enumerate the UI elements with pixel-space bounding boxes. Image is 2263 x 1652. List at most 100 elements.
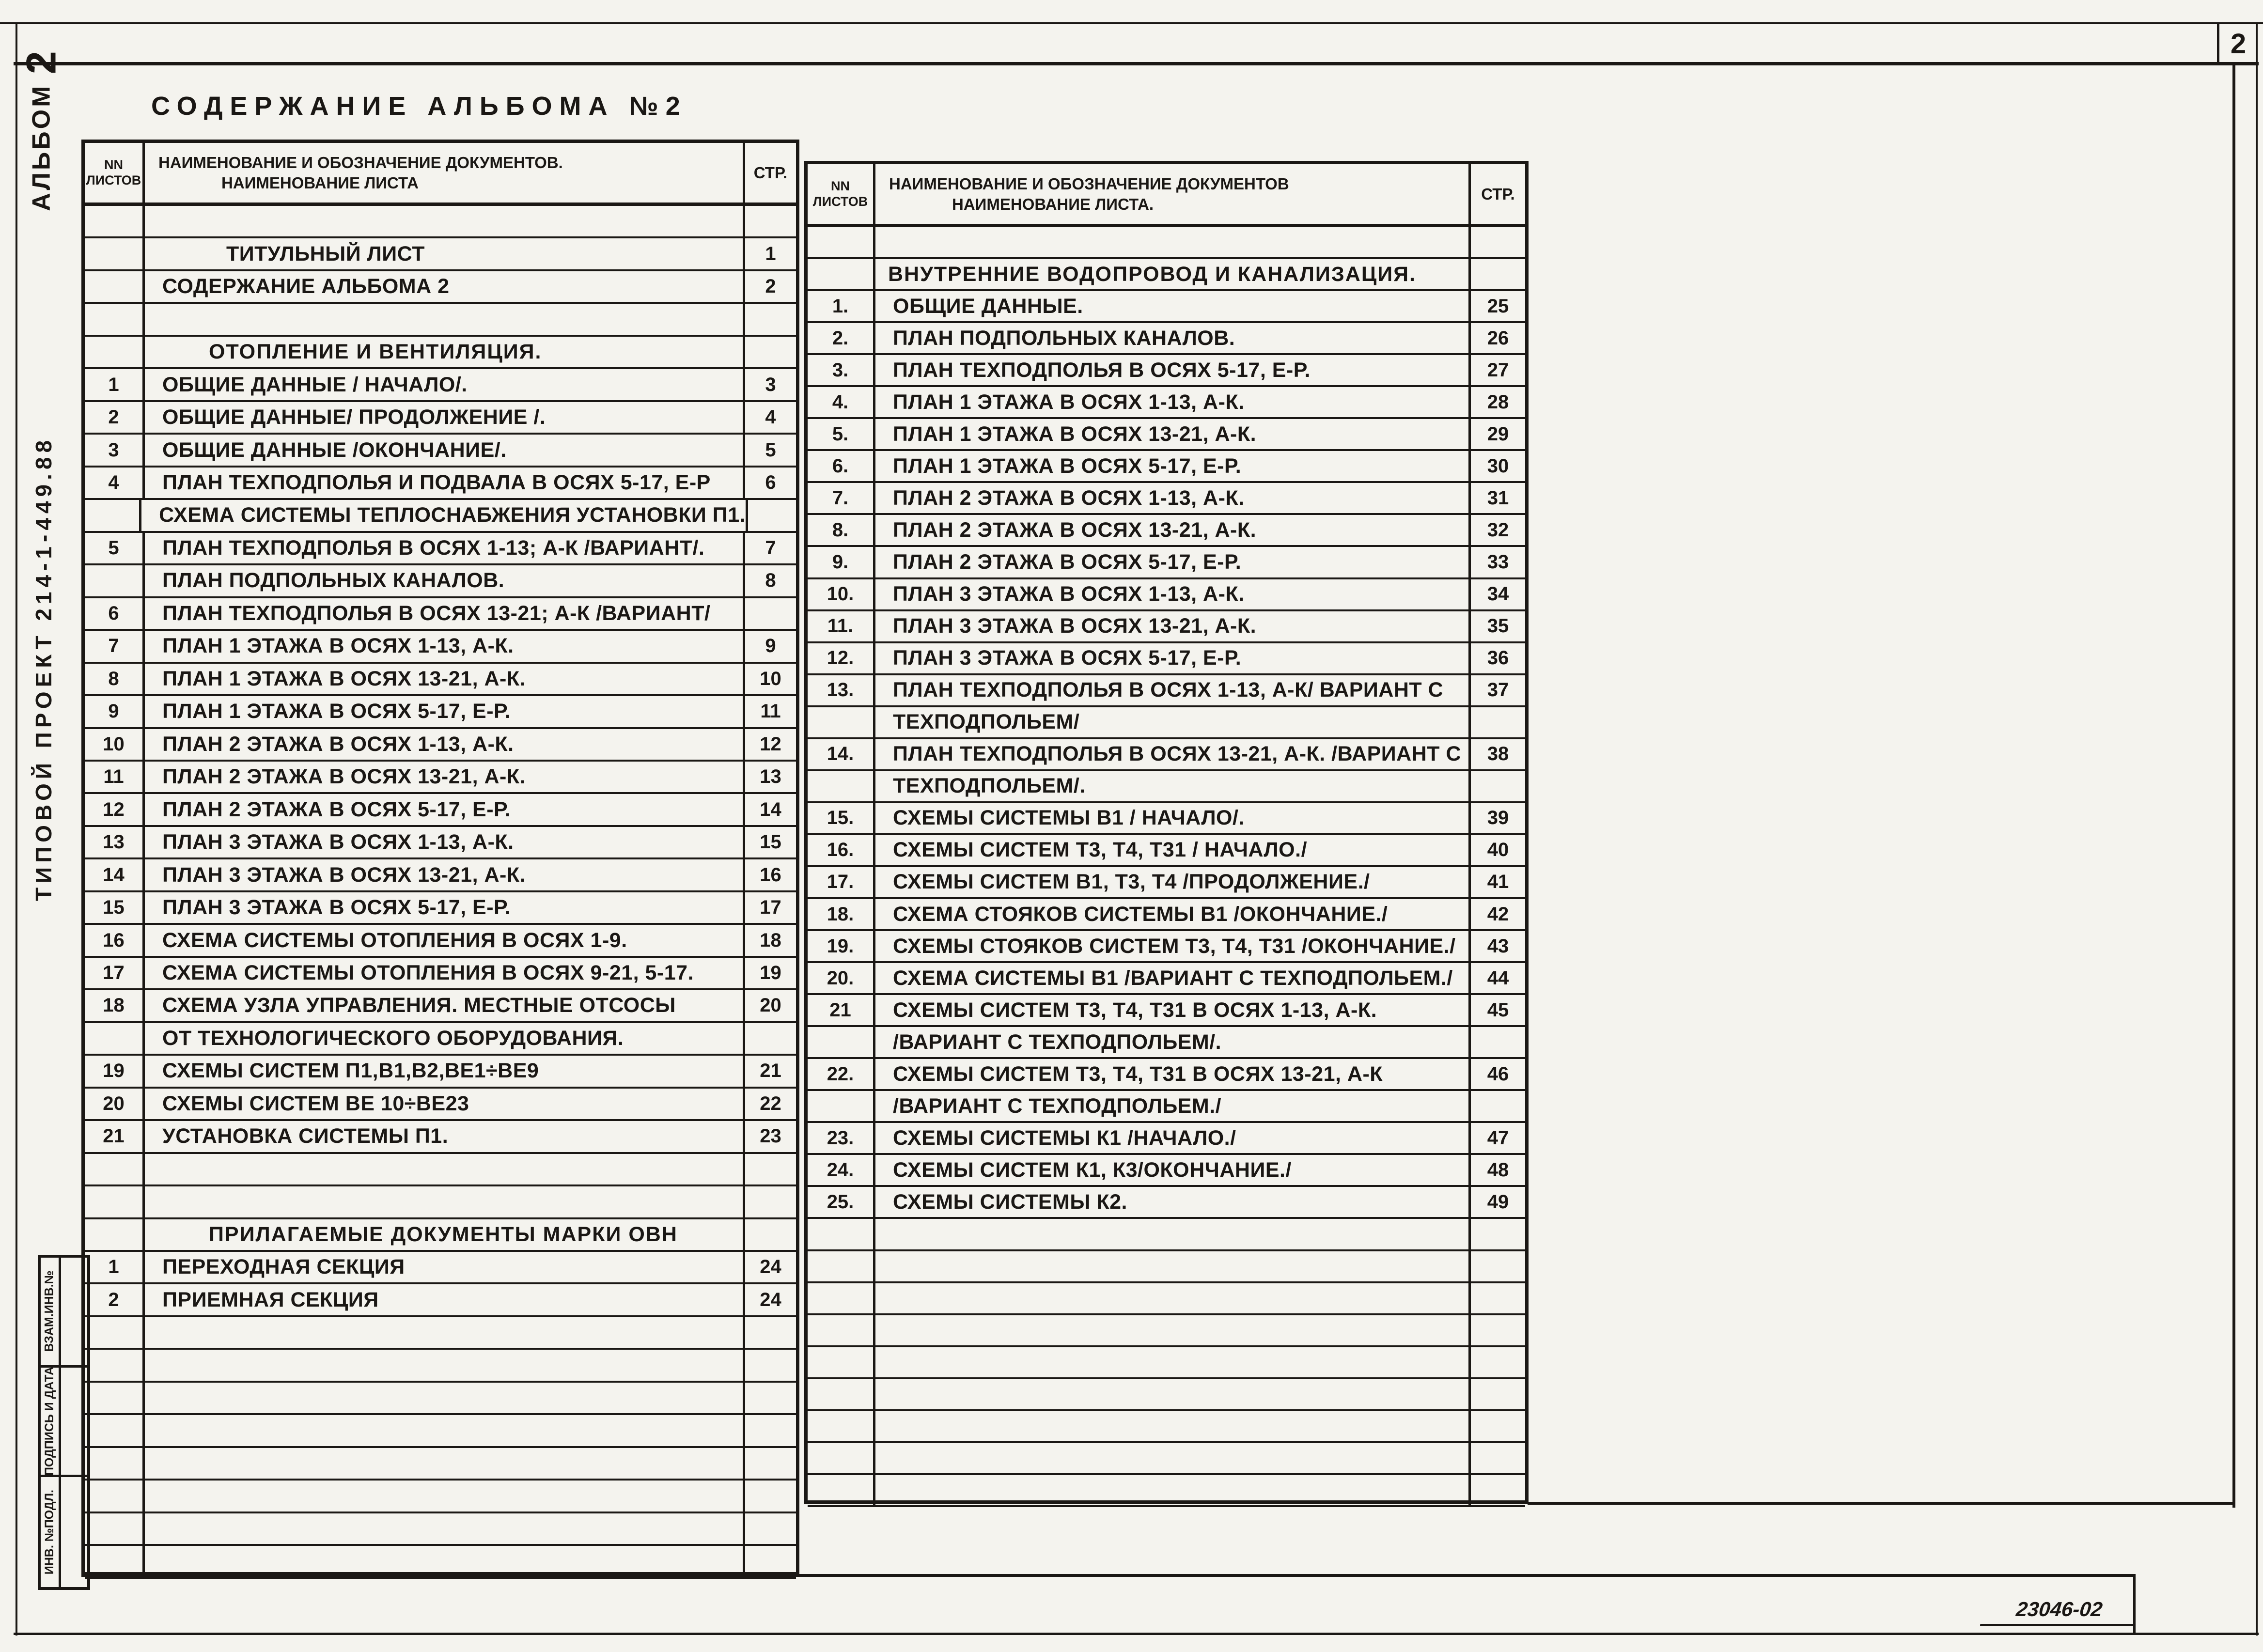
row-page: 27 xyxy=(1468,355,1525,386)
row-title: ПЛАН 3 ЭТАЖА В ОСЯХ 13-21, А-К. xyxy=(162,863,526,887)
row-number: 13 xyxy=(85,826,145,858)
row-page: 26 xyxy=(1468,323,1525,354)
margin-stamp-block: ВЗАМ.ИНВ.№ ПОДПИСЬ И ДАТА ИНВ. №ПОДЛ. xyxy=(38,1255,90,1590)
bottom-corner-vertical xyxy=(2133,1574,2136,1635)
table-row: 3. ПЛАН ТЕХПОДПОЛЬЯ В ОСЯХ 5-17, Е-Р. 27 xyxy=(808,355,1525,388)
table-row: 13. ПЛАН ТЕХПОДПОЛЬЯ В ОСЯХ 1-13, А-К/ ВА… xyxy=(808,675,1525,707)
row-number: 6. xyxy=(808,451,875,482)
table-row: 9 ПЛАН 1 ЭТАЖА В ОСЯХ 5-17, Е-Р. 11 xyxy=(85,696,796,729)
row-page: 25 xyxy=(1468,291,1525,322)
row-page xyxy=(743,1546,796,1577)
row-number xyxy=(808,259,875,290)
empty-row xyxy=(808,1251,1525,1283)
header-page-label: СТР. xyxy=(1481,185,1515,203)
row-title: ПЛАН 3 ЭТАЖА В ОСЯХ 5-17, Е-Р. xyxy=(893,646,1242,670)
row-title: ПЛАН 2 ЭТАЖА В ОСЯХ 1-13, А-К. xyxy=(162,732,514,756)
row-page xyxy=(743,1317,796,1348)
row-title: СХЕМЫ СИСТЕМЫ В1 / НАЧАЛО/. xyxy=(893,806,1245,830)
row-number: 12 xyxy=(85,794,145,825)
row-title xyxy=(875,1411,1468,1441)
row-number: 22. xyxy=(808,1059,875,1090)
table-row: 19 СХЕМЫ СИСТЕМ П1,В1,В2,ВЕ1÷ВЕ9 21 xyxy=(85,1056,796,1089)
table-row: 11. ПЛАН 3 ЭТАЖА В ОСЯХ 13-21, А-К. 35 xyxy=(808,611,1525,643)
row-title xyxy=(875,1315,1468,1345)
row-title: СХЕМЫ СИСТЕМЫ К2. xyxy=(893,1190,1127,1214)
table-body: ТИТУЛЬНЫЙ ЛИСТ 1 СОДЕРЖАНИЕ АЛЬБОМА 2 2 ОТОП… xyxy=(85,206,796,1579)
row-title: ТЕХПОДПОЛЬЕМ/ xyxy=(893,710,1080,734)
row-title: ПЛАН ТЕХПОДПОЛЬЯ В ОСЯХ 13-21; А-К /ВАРИ… xyxy=(162,601,711,625)
row-title xyxy=(875,1379,1468,1409)
row-number: 10 xyxy=(85,729,145,760)
row-page xyxy=(1468,1251,1525,1281)
row-title xyxy=(145,1383,743,1413)
row-page xyxy=(1468,771,1525,801)
table-row: 4 ПЛАН ТЕХПОДПОЛЬЯ И ПОДВАЛА В ОСЯХ 5-17,… xyxy=(85,467,796,500)
table-row: 18 СХЕМА УЗЛА УПРАВЛЕНИЯ. МЕСТНЫЕ ОТСОСЫ 2… xyxy=(85,990,796,1023)
empty-row xyxy=(808,1283,1525,1315)
row-page: 32 xyxy=(1468,515,1525,545)
table-row: 20 СХЕМЫ СИСТЕМ ВЕ 10÷ВЕ23 22 xyxy=(85,1088,796,1122)
row-title: ПЛАН 1 ЭТАЖА В ОСЯХ 1-13, А-К. xyxy=(162,634,514,658)
header-num-line2: ЛИСТОВ xyxy=(812,194,868,209)
row-page: 39 xyxy=(1468,803,1525,833)
table-row: /ВАРИАНТ С ТЕХПОДПОЛЬЕМ/. xyxy=(808,1027,1525,1060)
inner-right-frame-line xyxy=(2232,62,2235,1508)
row-page xyxy=(743,304,796,335)
row-title: СХЕМА СИСТЕМЫ ОТОПЛЕНИЯ В ОСЯХ 9-21, 5-1… xyxy=(162,961,694,985)
row-number xyxy=(808,1443,875,1473)
table-row: 14 ПЛАН 3 ЭТАЖА В ОСЯХ 13-21, А-К. 16 xyxy=(85,859,796,892)
row-number: 8. xyxy=(808,515,875,545)
table-row: 23. СХЕМЫ СИСТЕМЫ К1 /НАЧАЛО./ 47 xyxy=(808,1123,1525,1155)
row-number xyxy=(808,1091,875,1122)
row-page xyxy=(1468,1027,1525,1058)
row-page xyxy=(1468,1219,1525,1249)
stamp-label-text: ВЗАМ.ИНВ.№ xyxy=(43,1270,57,1352)
row-number: 21 xyxy=(85,1121,145,1152)
empty-row xyxy=(808,1379,1525,1411)
row-number: 17 xyxy=(85,957,145,989)
header-name-line2: НАИМЕНОВАНИЕ ЛИСТА. xyxy=(952,195,1154,213)
table-row: 17. СХЕМЫ СИСТЕМ В1, Т3, Т4 /ПРОДОЛЖЕНИЕ.… xyxy=(808,867,1525,899)
table-row: СХЕМА СИСТЕМЫ ТЕПЛОСНАБЖЕНИЯ УСТАНОВКИ П… xyxy=(85,500,796,533)
row-title: ПЛАН ТЕХПОДПОЛЬЯ В ОСЯХ 13-21, А-К. /ВАР… xyxy=(893,742,1462,766)
row-number: 16. xyxy=(808,835,875,865)
row-page: 19 xyxy=(743,957,796,989)
row-title xyxy=(875,227,1468,257)
row-title xyxy=(875,1283,1468,1313)
row-page xyxy=(746,500,796,531)
empty-row xyxy=(85,304,796,337)
row-number: 15 xyxy=(85,892,145,923)
table-row: 15. СХЕМЫ СИСТЕМЫ В1 / НАЧАЛО/. 39 xyxy=(808,803,1525,835)
row-page: 29 xyxy=(1468,419,1525,450)
row-number xyxy=(808,1411,875,1441)
outer-right-line xyxy=(2256,22,2258,1636)
outer-top-line xyxy=(0,22,2263,24)
row-title: СХЕМА СТОЯКОВ СИСТЕМЫ В1 /ОКОНЧАНИЕ./ xyxy=(893,902,1388,926)
row-number xyxy=(808,771,875,801)
empty-row xyxy=(85,1350,796,1383)
row-title: ПЛАН ПОДПОЛЬНЫХ КАНАЛОВ. xyxy=(893,326,1235,350)
section-row: ОТОПЛЕНИЕ И ВЕНТИЛЯЦИЯ. xyxy=(85,336,796,370)
table-row: 21 СХЕМЫ СИСТЕМ Т3, Т4, Т31 В ОСЯХ 1-13, … xyxy=(808,995,1525,1028)
row-page: 22 xyxy=(743,1088,796,1120)
row-number: 20 xyxy=(85,1088,145,1120)
row-title: ОТ ТЕХНОЛОГИЧЕСКОГО ОБОРУДОВАНИЯ. xyxy=(162,1026,624,1050)
row-title xyxy=(875,1219,1468,1249)
empty-row xyxy=(808,1347,1525,1379)
table-row: ТЕХПОДПОЛЬЕМ/ xyxy=(808,707,1525,739)
row-title: ПЛАН 3 ЭТАЖА В ОСЯХ 5-17, Е-Р. xyxy=(162,896,511,920)
row-page: 47 xyxy=(1468,1123,1525,1153)
row-number xyxy=(85,238,145,269)
table-row: 2 ПРИЕМНАЯ СЕКЦИЯ 24 xyxy=(85,1284,796,1317)
empty-row xyxy=(808,227,1525,260)
table-row: 5. ПЛАН 1 ЭТАЖА В ОСЯХ 13-21, А-К. 29 xyxy=(808,419,1525,452)
table-row: 6. ПЛАН 1 ЭТАЖА В ОСЯХ 5-17, Е-Р. 30 xyxy=(808,451,1525,483)
row-number: 14 xyxy=(85,859,145,890)
row-number: 5 xyxy=(85,532,145,564)
row-number xyxy=(808,1283,875,1313)
table-row: 12. ПЛАН 3 ЭТАЖА В ОСЯХ 5-17, Е-Р. 36 xyxy=(808,643,1525,675)
row-page: 12 xyxy=(743,729,796,760)
row-title: СХЕМЫ СИСТЕМ В1, Т3, Т4 /ПРОДОЛЖЕНИЕ./ xyxy=(893,870,1370,894)
row-page: 40 xyxy=(1468,835,1525,865)
row-title: /ВАРИАНТ С ТЕХПОДПОЛЬЕМ./ xyxy=(893,1094,1222,1118)
